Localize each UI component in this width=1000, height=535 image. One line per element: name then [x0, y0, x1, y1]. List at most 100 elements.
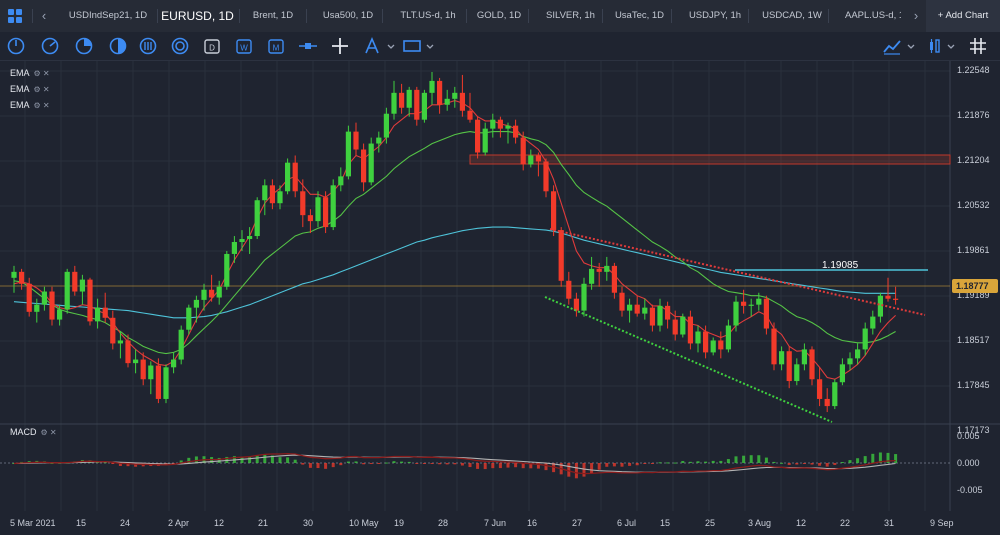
candle-body: [353, 131, 359, 150]
cycle-tool-icon[interactable]: [6, 36, 26, 56]
tab-divider: [239, 9, 240, 23]
candle-body: [57, 309, 63, 320]
macd-histogram-bar: [620, 463, 624, 467]
candle-body: [64, 271, 70, 310]
price-axis: 1.22548 1.21876 1.21204 1.20532 1.19861 1.191…: [952, 65, 998, 435]
candle-body: [391, 92, 397, 114]
tabs-scroll-right-button[interactable]: ›: [913, 8, 919, 23]
macd-histogram-bar: [719, 460, 723, 463]
svg-text:D: D: [209, 44, 215, 53]
macd-histogram-bar: [354, 461, 358, 463]
macd-histogram-bar: [681, 460, 685, 463]
macd-histogram-bar: [460, 463, 464, 466]
settings-icon[interactable]: ⚙ ✕: [40, 428, 57, 437]
price-chart[interactable]: 1.19085 1.22548 1.21876 1.21204 1.20532 1.19…: [0, 61, 1000, 535]
candle-body: [528, 155, 534, 165]
macd-histogram-bar: [400, 461, 404, 463]
candle-body: [201, 289, 207, 300]
tab-7[interactable]: UsaTec, 1D: [614, 10, 665, 21]
rectangle-dropdown-icon[interactable]: [424, 36, 436, 56]
circle-lines-icon[interactable]: [138, 36, 158, 56]
tab-2[interactable]: Brent, 1D: [252, 10, 294, 21]
candles: [11, 71, 899, 413]
macd-histogram-bar: [886, 452, 890, 463]
settings-icon[interactable]: ⚙ ✕: [33, 101, 50, 110]
indicator-dropdown-icon[interactable]: [945, 36, 957, 56]
candle-body: [117, 340, 123, 344]
ema-label-3[interactable]: EMA ⚙ ✕: [10, 100, 50, 110]
macd-histogram-bar: [415, 463, 419, 464]
candle-body: [596, 268, 602, 272]
macd-histogram-bar: [590, 463, 594, 473]
macd-histogram-bar: [612, 463, 616, 467]
candle-body: [421, 92, 427, 120]
time-tick-label: 27: [572, 518, 582, 528]
tab-1[interactable]: EURUSD, 1D: [161, 9, 234, 23]
macd-histogram-bar: [742, 455, 746, 463]
pitchfork-icon[interactable]: [362, 36, 382, 56]
candle-body: [262, 185, 268, 201]
target-circle-icon[interactable]: [170, 36, 190, 56]
macd-histogram-bar: [506, 463, 510, 468]
crosshair-icon[interactable]: [330, 36, 350, 56]
fibonacci-time-icon[interactable]: [40, 36, 60, 56]
macd-histogram-bar: [567, 463, 571, 477]
pitchfork-dropdown-icon[interactable]: [385, 36, 397, 56]
candle-body: [155, 365, 161, 399]
time-tick-label: 5 Mar 2021: [10, 518, 56, 528]
month-icon[interactable]: M: [266, 36, 286, 56]
ema-label-2[interactable]: EMA ⚙ ✕: [10, 84, 50, 94]
ema-label-1[interactable]: EMA ⚙ ✕: [10, 68, 50, 78]
candle-body: [733, 301, 739, 326]
candle-body: [193, 299, 199, 308]
candle-body: [178, 329, 184, 360]
price-tick-label: 1.21876: [957, 110, 990, 120]
tabs-scroll-left-button[interactable]: ‹: [41, 8, 47, 23]
chart-type-icon[interactable]: [882, 36, 902, 56]
candle-body: [34, 304, 40, 312]
candle-body: [224, 253, 230, 287]
week-icon[interactable]: W: [234, 36, 254, 56]
candle-body: [520, 137, 526, 165]
candle-body: [642, 307, 648, 314]
rectangle-icon[interactable]: [402, 36, 422, 56]
candle-body: [877, 295, 883, 317]
candle-body: [307, 215, 313, 222]
macd-histogram-bar: [369, 463, 373, 465]
tab-6[interactable]: SILVER, 1h: [546, 10, 595, 21]
time-tick-label: 19: [394, 518, 404, 528]
macd-histogram-bar: [331, 463, 335, 468]
tab-10[interactable]: AAPL.US-d, 1D: [845, 10, 901, 21]
ema-slow-line: [13, 226, 896, 319]
settings-icon[interactable]: ⚙ ✕: [33, 85, 50, 94]
macd-histogram-bar: [757, 455, 761, 463]
ema-mid-line: [13, 131, 896, 355]
macd-histogram-bar: [126, 463, 130, 467]
tab-9[interactable]: USDCAD, 1W: [762, 10, 822, 21]
tab-4[interactable]: TLT.US-d, 1h: [400, 10, 456, 21]
add-chart-button[interactable]: + Add Chart: [926, 0, 1000, 32]
tab-0[interactable]: USDIndSep21, 1D: [68, 10, 148, 21]
macd-tick-label: 0.005: [957, 431, 980, 441]
layout-grid-icon[interactable]: [7, 8, 23, 24]
macd-histogram-bar: [726, 459, 730, 463]
pie-tool-icon[interactable]: [74, 36, 94, 56]
settings-icon[interactable]: ⚙ ✕: [33, 69, 50, 78]
day-icon[interactable]: D: [202, 36, 222, 56]
candle-body: [665, 305, 671, 320]
time-tick-label: 28: [438, 518, 448, 528]
chart-type-dropdown-icon[interactable]: [905, 36, 917, 56]
support-trendline: [544, 296, 833, 423]
macd-histogram-bar: [643, 463, 647, 464]
macd-histogram-bar: [187, 457, 191, 463]
tab-3[interactable]: Usa500, 1D: [322, 10, 374, 21]
candle-body: [680, 316, 686, 335]
grid-hash-icon[interactable]: [968, 36, 988, 56]
candle-body: [239, 239, 245, 243]
indicator-icon[interactable]: [925, 36, 945, 56]
horizontal-line-icon[interactable]: [298, 36, 318, 56]
macd-label[interactable]: MACD ⚙ ✕: [10, 427, 57, 437]
tab-5[interactable]: GOLD, 1D: [476, 10, 522, 21]
tab-8[interactable]: USDJPY, 1h: [688, 10, 742, 21]
half-circle-icon[interactable]: [108, 36, 128, 56]
